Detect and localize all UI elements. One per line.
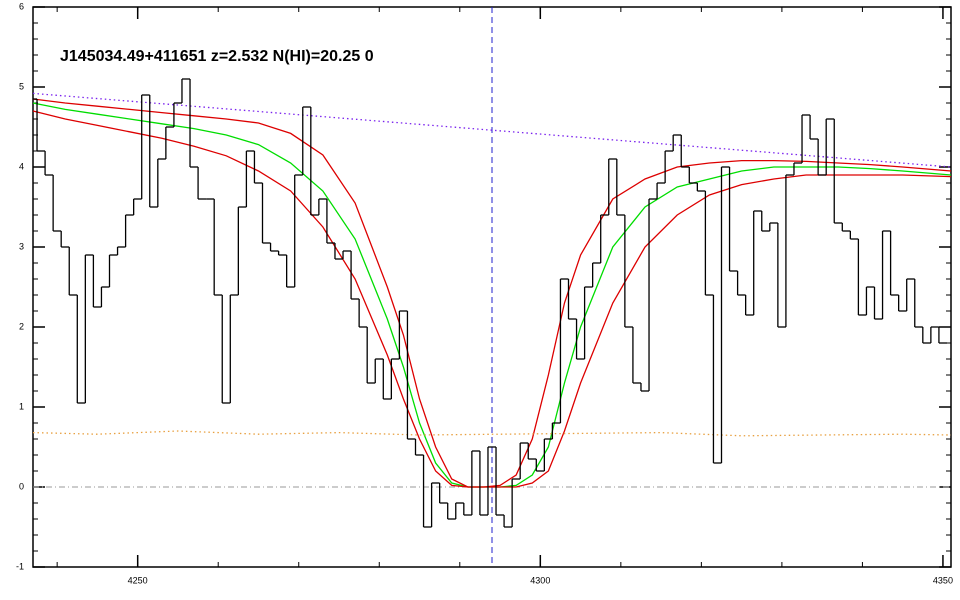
- model-line: [32, 110, 952, 488]
- model-line: [32, 430, 952, 437]
- x-tick-label: 4300: [530, 575, 550, 585]
- y-tick-label: -1: [16, 561, 24, 571]
- x-tick-label: 4250: [128, 575, 148, 585]
- y-tick-label: 1: [19, 401, 24, 411]
- x-tick-label: 4350: [933, 575, 953, 585]
- chart-title: J145034.49+411651 z=2.532 N(HI)=20.25 0: [60, 48, 374, 65]
- y-tick-label: 2: [19, 321, 24, 331]
- y-tick-label: 3: [19, 241, 24, 251]
- y-tick-label: 4: [19, 161, 24, 171]
- y-tick-label: 5: [19, 81, 24, 91]
- model-line: [32, 92, 952, 168]
- y-tick-label: 0: [19, 481, 24, 491]
- y-tick-label: 6: [19, 1, 24, 11]
